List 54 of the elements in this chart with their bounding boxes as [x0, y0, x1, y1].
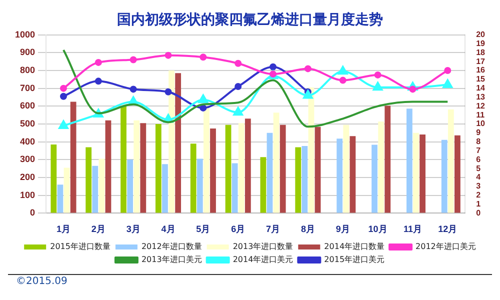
y2-tick-label: 9 [476, 128, 482, 138]
y2-tick-label: 13 [476, 92, 486, 102]
y-tick-label: 600 [20, 100, 36, 111]
y2-tick-label: 18 [476, 48, 486, 57]
x-tick-label: 1月 [56, 224, 70, 234]
y-tick-label: 0 [30, 208, 36, 218]
y-tick-label: 300 [20, 154, 36, 164]
y2-tick-label: 1 [476, 199, 482, 208]
y-tick-label: 1000 [14, 29, 36, 40]
y-tick-label: 200 [20, 172, 36, 182]
y-tick-label: 500 [20, 118, 36, 128]
y2-tick-label: 19 [476, 38, 486, 48]
legend-label: 2012年进口数量 [141, 242, 202, 252]
y2-tick-label: 20 [476, 30, 486, 40]
legend-label: 2013年进口美元 [141, 255, 202, 264]
x-tick-label: 5月 [196, 224, 210, 234]
legend-label: 2015年进口美元 [324, 255, 385, 264]
x-tick-label: 2月 [91, 224, 106, 234]
y-tick-label: 800 [20, 64, 36, 75]
y-tick-label: 400 [20, 136, 36, 146]
x-tick-label: 6月 [231, 224, 246, 234]
y2-tick-label: 15 [476, 74, 486, 84]
y2-tick-label: 4 [476, 172, 482, 182]
y2-tick-label: 12 [476, 101, 486, 110]
y-tick-label: 100 [20, 190, 36, 200]
x-tick-label: 3月 [126, 224, 140, 234]
y2-tick-label: 2 [476, 190, 482, 200]
y-tick-label: 900 [20, 47, 36, 58]
legend-label: 2013年进口数量 [232, 242, 294, 252]
x-tick-label: 11月 [403, 224, 422, 234]
y2-tick-label: 5 [476, 164, 482, 173]
x-tick-label: 12月 [438, 224, 458, 234]
y2-tick-label: 6 [476, 154, 482, 164]
y2-tick-label: 14 [476, 84, 486, 93]
x-tick-label: 4月 [161, 224, 176, 234]
x-tick-label: 10月 [368, 224, 388, 234]
y2-tick-label: 0 [476, 208, 482, 218]
y2-tick-label: 17 [476, 56, 486, 66]
y2-tick-label: 11 [476, 110, 486, 120]
legend-label: 2012年进口美元 [416, 242, 476, 252]
y2-tick-label: 10 [476, 119, 486, 128]
y2-tick-label: 3 [476, 182, 482, 191]
x-tick-label: 8月 [300, 224, 315, 234]
legend-label: 2014年进口美元 [232, 255, 294, 264]
y-tick-label: 700 [20, 82, 36, 93]
y2-tick-label: 7 [476, 146, 482, 155]
x-tick-label: 7月 [266, 224, 280, 234]
x-tick-label: 9月 [336, 224, 350, 234]
legend-label: 2014年进口数量 [324, 242, 385, 252]
text: ©2015.09 [16, 276, 68, 287]
y2-tick-label: 16 [476, 66, 486, 75]
chart-title: 国内初级形状的聚四氟乙烯进口量月度走势 [117, 11, 383, 28]
legend-label: 2015年进口数量 [50, 242, 110, 252]
y2-tick-label: 8 [476, 137, 482, 146]
